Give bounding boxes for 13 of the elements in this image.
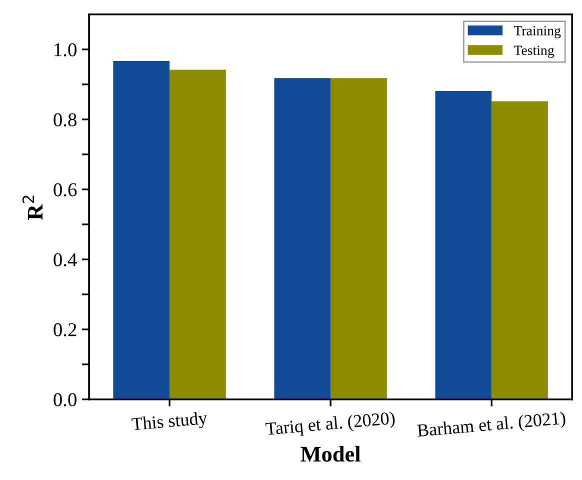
y-tick-label: 0.6 <box>54 183 77 196</box>
x-axis-title: Model <box>300 446 360 462</box>
legend-label: Training <box>514 26 561 38</box>
y-tick-label: 0.0 <box>54 393 76 406</box>
y-tick-label: 1.0 <box>54 43 76 56</box>
y-tick-label: 0.8 <box>54 113 76 126</box>
x-tick-label: This study <box>131 411 208 434</box>
y-tick-label: 0.4 <box>54 253 77 266</box>
y-tick-label: 0.2 <box>54 323 76 336</box>
x-tick-label: Tariq et al. (2020) <box>265 411 396 439</box>
x-tick-label: Barham et al. (2021) <box>416 411 566 440</box>
legend-label: Testing <box>514 46 554 58</box>
y-axis-title: R$^{2}$ <box>22 196 42 220</box>
